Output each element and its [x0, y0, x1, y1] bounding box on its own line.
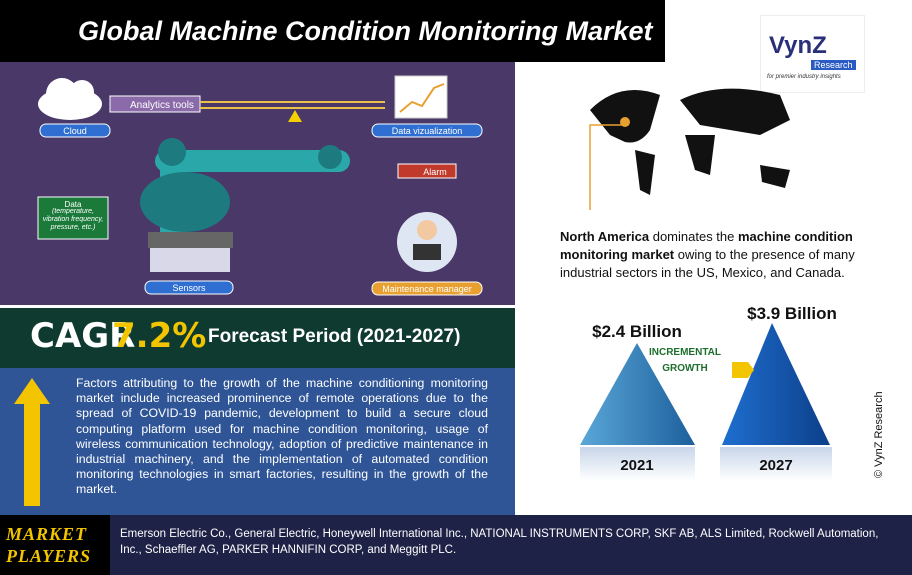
monitor-icon	[394, 75, 448, 119]
year-2027: 2027	[759, 457, 792, 474]
copyright-wrap: © VynZ Research	[873, 391, 885, 478]
growth-arrow	[732, 362, 754, 378]
alarm-label: Alarm	[423, 167, 447, 177]
region-text-part: dominates the	[649, 229, 738, 244]
market-graphic: $2.4 Billion $3.9 Billion INCREMENTAL GR…	[580, 304, 837, 481]
analytics-box	[109, 95, 201, 113]
warning-icon	[288, 110, 302, 122]
forecast-period: Forecast Period (2021-2027)	[208, 326, 461, 347]
sensors-box	[144, 280, 234, 295]
region-text-part: owing to the presence of many industrial…	[560, 247, 855, 280]
region-text: North America dominates the machine cond…	[560, 228, 880, 282]
cagr-band: CAGR 7.2% Forecast Period (2021-2027)	[0, 308, 515, 368]
data-box	[37, 196, 109, 240]
logo: VynZ Research for premier industry insig…	[760, 15, 865, 93]
pyramid-2021	[580, 343, 695, 445]
cagr-value: 7.2%	[112, 316, 207, 356]
value-2027: $3.9 Billion	[747, 304, 837, 323]
logo-name: VynZ	[769, 32, 827, 59]
up-arrow	[14, 378, 50, 506]
players-bar	[0, 515, 912, 575]
title: Global Machine Condition Monitoring Mark…	[0, 0, 665, 62]
data-title: Data	[65, 200, 82, 209]
description-box: Factors attributing to the growth of the…	[0, 368, 515, 515]
growth-label: INCREMENTAL GROWTH	[648, 347, 722, 374]
world-map	[589, 88, 790, 210]
description: Factors attributing to the growth of the…	[76, 376, 488, 497]
diagram: Cloud Analytics tools Data vizualization…	[0, 62, 515, 305]
analytics-label: Analytics tools	[130, 100, 194, 111]
robot-arm	[140, 138, 350, 272]
data-detail-wrap: (temperature, vibration frequency, press…	[42, 208, 104, 231]
copyright: © VynZ Research	[873, 391, 885, 478]
value-2021: $2.4 Billion	[592, 322, 682, 341]
sensors-label: Sensors	[172, 283, 206, 293]
manager-label: Maintenance manager	[382, 284, 472, 294]
manager-box	[371, 281, 483, 296]
alarm-box	[397, 163, 457, 179]
viz-label: Data vizualization	[392, 126, 463, 136]
viz-box	[371, 123, 483, 138]
region-strong: machine condition monitoring market	[560, 229, 853, 262]
pyramid-2027	[722, 323, 830, 445]
base-2027	[720, 447, 832, 481]
logo-tagline: for premier industry insights	[767, 74, 841, 80]
players-list: Emerson Electric Co., General Electric, …	[120, 528, 879, 556]
players-label: MARKET PLAYERS	[0, 515, 110, 575]
manager-icon	[397, 212, 457, 272]
cloud-icon	[38, 78, 111, 138]
year-2021: 2021	[620, 457, 653, 474]
data-detail: (temperature, vibration frequency, press…	[42, 208, 104, 231]
cloud-label: Cloud	[63, 126, 87, 136]
region-strong: North America	[560, 229, 650, 244]
growth-wrap: INCREMENTAL GROWTH	[648, 347, 722, 374]
base-2021	[580, 447, 695, 481]
cagr-label: CAGR	[30, 316, 136, 356]
logo-sub: Research	[811, 60, 856, 70]
chart-icon	[399, 83, 445, 113]
